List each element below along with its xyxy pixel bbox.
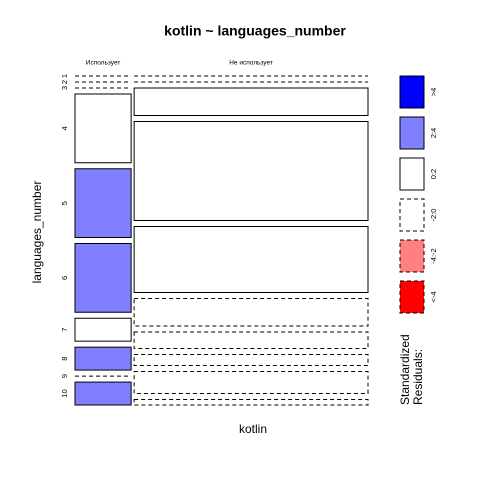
mosaic-cell: [74, 381, 132, 406]
legend-label: 2:4: [429, 128, 438, 138]
mosaic-cell: [133, 371, 369, 394]
legend-label: <-4: [429, 291, 438, 302]
mosaic-cell: [133, 399, 369, 406]
mosaic-cell: [133, 298, 369, 327]
mosaic-cell: [133, 226, 369, 293]
row-label: 1: [60, 74, 69, 78]
row-label: 9: [60, 374, 69, 378]
mosaic-cell: [74, 93, 132, 164]
column-label: Не использует: [229, 60, 273, 67]
x-axis-label: kotlin: [239, 422, 267, 436]
row-label: 7: [60, 328, 69, 332]
legend-swatch: [399, 116, 425, 150]
mosaic-cell: [133, 354, 369, 366]
mosaic-cell: [74, 317, 132, 342]
legend-label: -2:0: [429, 209, 438, 222]
legend-label: >4: [429, 88, 438, 97]
chart-title: kotlin ~ languages_number: [164, 23, 346, 39]
legend-label: 0:2: [429, 169, 438, 179]
legend-swatch: [399, 239, 425, 273]
legend-label: -4:-2: [429, 248, 438, 263]
mosaic-cell: [133, 87, 369, 116]
legend-title: StandardizedResiduals:: [398, 334, 425, 405]
row-label: 4: [60, 126, 69, 130]
row-label: 3: [60, 86, 69, 90]
mosaic-cell: [74, 243, 132, 313]
row-label: 2: [60, 80, 69, 84]
column-label: Использует: [86, 60, 121, 67]
legend-swatch: [399, 280, 425, 314]
y-axis-label: languages_number: [30, 181, 44, 284]
mosaic-cell: [74, 346, 132, 371]
legend-swatch: [399, 198, 425, 232]
row-label: 5: [60, 201, 69, 205]
row-label: 10: [60, 389, 69, 397]
row-label: 6: [60, 276, 69, 280]
mosaic-cell: [133, 121, 369, 221]
row-label: 8: [60, 357, 69, 361]
mosaic-cell: [74, 168, 132, 238]
legend-swatch: [399, 157, 425, 191]
legend-swatch: [399, 75, 425, 109]
mosaic-cell: [133, 331, 369, 349]
